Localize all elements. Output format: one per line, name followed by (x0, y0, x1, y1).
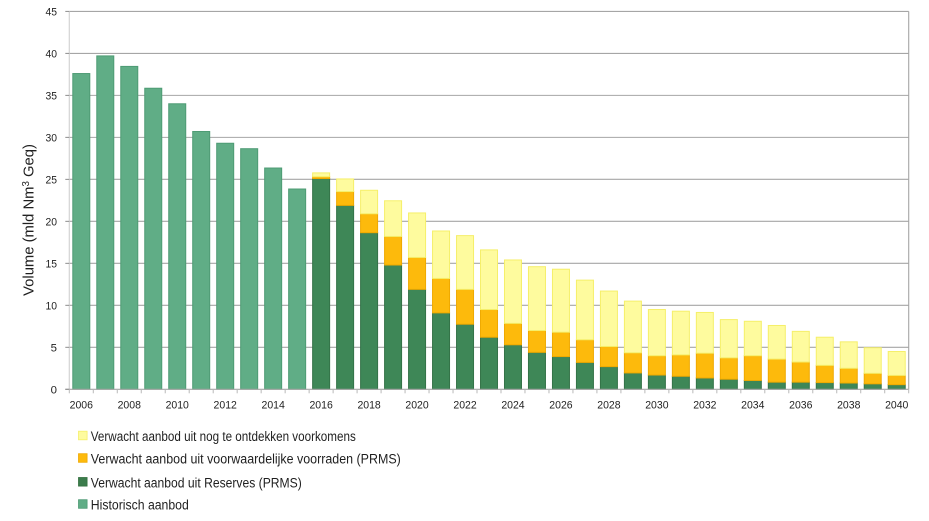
svg-text:5: 5 (51, 342, 57, 354)
svg-text:2022: 2022 (453, 400, 476, 412)
svg-text:25: 25 (46, 174, 58, 186)
svg-text:Verwacht aanbod uit voorwaarde: Verwacht aanbod uit voorwaardelijke voor… (91, 452, 401, 467)
svg-text:Volume (mld Nm3 Geq): Volume (mld Nm3 Geq) (21, 144, 37, 296)
svg-text:2028: 2028 (597, 400, 620, 412)
svg-text:2020: 2020 (405, 400, 428, 412)
svg-text:2026: 2026 (549, 400, 572, 412)
svg-text:0: 0 (51, 384, 57, 396)
svg-text:2010: 2010 (166, 400, 189, 412)
svg-text:30: 30 (46, 132, 58, 144)
svg-text:45: 45 (46, 6, 58, 18)
svg-text:20: 20 (46, 216, 58, 228)
svg-text:2008: 2008 (118, 400, 141, 412)
svg-text:2032: 2032 (693, 400, 716, 412)
svg-text:2036: 2036 (789, 400, 812, 412)
svg-text:2038: 2038 (837, 400, 860, 412)
svg-text:2006: 2006 (70, 400, 93, 412)
svg-text:10: 10 (46, 300, 58, 312)
svg-text:Verwacht aanbod uit nog te ont: Verwacht aanbod uit nog te ontdekken voo… (91, 429, 356, 444)
svg-text:2012: 2012 (214, 400, 237, 412)
svg-text:2018: 2018 (357, 400, 380, 412)
svg-text:2034: 2034 (741, 400, 764, 412)
svg-text:2014: 2014 (262, 400, 285, 412)
svg-text:Historisch aanbod: Historisch aanbod (91, 498, 189, 513)
svg-text:2040: 2040 (885, 400, 908, 412)
svg-text:40: 40 (46, 48, 58, 60)
svg-text:2016: 2016 (309, 400, 332, 412)
svg-text:15: 15 (46, 258, 58, 270)
svg-text:Verwacht aanbod uit Reserves (: Verwacht aanbod uit Reserves (PRMS) (91, 475, 302, 490)
svg-text:35: 35 (46, 90, 58, 102)
svg-text:2030: 2030 (645, 400, 668, 412)
svg-text:2024: 2024 (501, 400, 524, 412)
